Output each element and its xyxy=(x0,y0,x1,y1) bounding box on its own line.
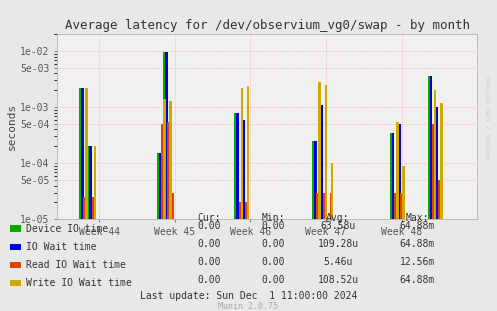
Text: Cur:: Cur: xyxy=(197,213,221,223)
Bar xyxy=(241,88,243,219)
Bar xyxy=(392,133,395,219)
Bar xyxy=(167,163,169,219)
Bar xyxy=(87,146,90,219)
Bar xyxy=(319,82,321,219)
Title: Average latency for /dev/observium_vg0/swap - by month: Average latency for /dev/observium_vg0/s… xyxy=(65,19,470,32)
Bar xyxy=(323,193,325,219)
Bar xyxy=(321,105,323,219)
Text: Device IO time: Device IO time xyxy=(26,224,108,234)
Bar xyxy=(247,86,249,219)
Bar xyxy=(159,153,162,219)
Text: 0.00: 0.00 xyxy=(197,275,221,285)
Text: 0.00: 0.00 xyxy=(197,257,221,267)
Bar xyxy=(243,119,246,219)
Bar xyxy=(89,146,92,219)
Bar xyxy=(94,146,96,219)
Bar xyxy=(398,124,401,219)
Bar xyxy=(434,90,436,219)
Bar xyxy=(85,88,88,219)
Bar xyxy=(396,124,399,219)
Bar xyxy=(83,197,85,219)
Bar xyxy=(331,163,333,219)
Bar xyxy=(241,119,243,219)
Bar xyxy=(400,193,403,219)
Text: RRDTOOL / TOBI OETIKER: RRDTOOL / TOBI OETIKER xyxy=(486,77,491,160)
Bar xyxy=(432,124,434,219)
Bar xyxy=(161,124,164,219)
Text: 0.00: 0.00 xyxy=(261,239,285,249)
Bar xyxy=(403,166,405,219)
Text: 0.00: 0.00 xyxy=(197,239,221,249)
Text: Avg:: Avg: xyxy=(326,213,350,223)
Bar xyxy=(312,141,315,219)
Bar xyxy=(239,202,241,219)
Bar xyxy=(316,193,319,219)
Text: 12.56m: 12.56m xyxy=(400,257,435,267)
Bar xyxy=(165,52,167,219)
Text: 0.00: 0.00 xyxy=(261,275,285,285)
Bar xyxy=(434,107,436,219)
Bar xyxy=(171,193,174,219)
Bar xyxy=(169,163,172,219)
Bar xyxy=(167,122,169,219)
Text: Last update: Sun Dec  1 11:00:00 2024: Last update: Sun Dec 1 11:00:00 2024 xyxy=(140,291,357,301)
Bar xyxy=(235,113,237,219)
Bar xyxy=(440,103,443,219)
Text: IO Wait time: IO Wait time xyxy=(26,242,96,252)
Bar xyxy=(237,113,239,219)
Text: Munin 2.0.75: Munin 2.0.75 xyxy=(219,301,278,310)
Text: Min:: Min: xyxy=(261,213,285,223)
Bar xyxy=(91,197,94,219)
Text: 5.46u: 5.46u xyxy=(323,257,353,267)
Bar xyxy=(314,141,317,219)
Text: Max:: Max: xyxy=(406,213,429,223)
Text: 0.00: 0.00 xyxy=(261,257,285,267)
Bar xyxy=(163,52,166,219)
Bar xyxy=(390,133,392,219)
Text: 0.00: 0.00 xyxy=(261,221,285,231)
Bar xyxy=(81,88,83,219)
Bar xyxy=(325,85,327,219)
Bar xyxy=(438,180,440,219)
Bar xyxy=(394,193,397,219)
Bar xyxy=(430,76,432,219)
Bar xyxy=(79,88,82,219)
Text: 0.00: 0.00 xyxy=(197,221,221,231)
Bar xyxy=(427,76,430,219)
Text: 64.88m: 64.88m xyxy=(400,239,435,249)
Text: 64.88m: 64.88m xyxy=(400,221,435,231)
Bar xyxy=(330,193,332,219)
Text: 108.52u: 108.52u xyxy=(318,275,358,285)
Y-axis label: seconds: seconds xyxy=(7,103,17,150)
Bar xyxy=(396,122,399,219)
Text: Read IO Wait time: Read IO Wait time xyxy=(26,260,126,270)
Bar xyxy=(436,107,438,219)
Text: 63.58u: 63.58u xyxy=(321,221,355,231)
Bar xyxy=(169,101,172,219)
Text: 109.28u: 109.28u xyxy=(318,239,358,249)
Bar xyxy=(245,202,248,219)
Bar xyxy=(163,99,166,219)
Bar xyxy=(157,153,159,219)
Bar xyxy=(319,105,321,219)
Text: Write IO Wait time: Write IO Wait time xyxy=(26,278,132,288)
Text: 64.88m: 64.88m xyxy=(400,275,435,285)
